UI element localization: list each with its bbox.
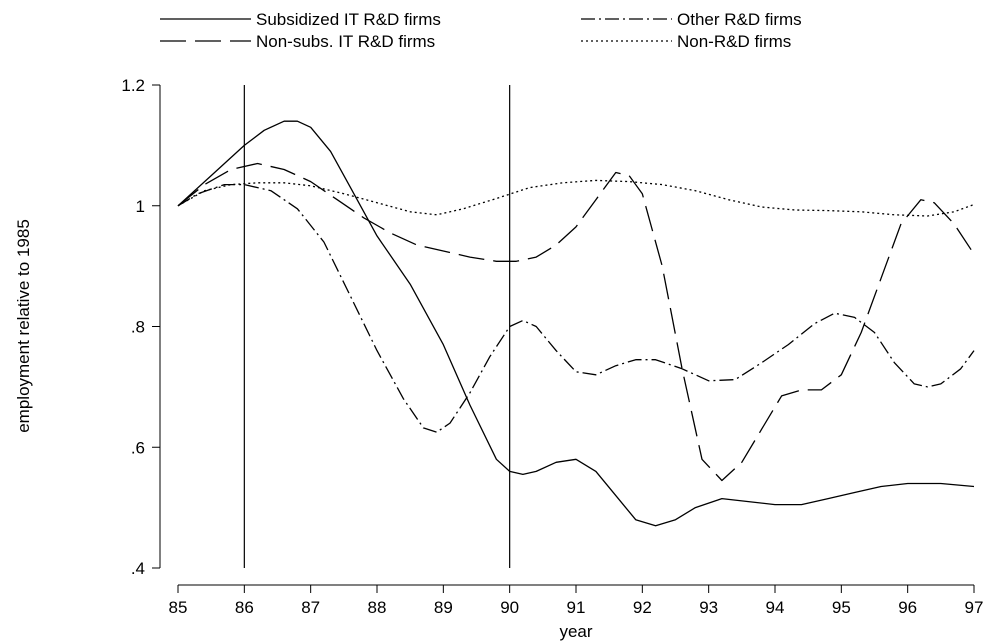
legend-label-subsidized: Subsidized IT R&D firms — [256, 10, 441, 29]
y-axis-title: employment relative to 1985 — [14, 219, 33, 433]
x-tick-label: 89 — [434, 598, 453, 617]
legend-item-other: Other R&D firms — [581, 10, 802, 29]
x-tick-label: 97 — [965, 598, 984, 617]
x-tick-label: 92 — [633, 598, 652, 617]
reference-lines — [243, 85, 511, 568]
y-tick-label: 1.2 — [121, 76, 145, 95]
x-tick-label: 90 — [500, 598, 519, 617]
series-line-4 — [177, 179, 975, 217]
x-tick-label: 85 — [169, 598, 188, 617]
x-tick-label: 87 — [301, 598, 320, 617]
y-tick-label: 1 — [136, 197, 145, 216]
legend-item-nonrd: Non-R&D firms — [581, 32, 791, 51]
x-ticks: 85 86 87 88 89 90 91 92 93 94 95 96 97 — [169, 585, 984, 617]
series-line-2 — [177, 162, 975, 482]
legend-label-nonrd: Non-R&D firms — [677, 32, 791, 51]
series-line-3 — [177, 183, 975, 433]
series-line-1 — [177, 120, 975, 527]
x-tick-label: 96 — [898, 598, 917, 617]
axes: .4 .6 .8 1 1.2 85 86 87 88 89 90 91 92 93 94 95 96 97 ye… — [14, 76, 983, 641]
x-tick-label: 86 — [235, 598, 254, 617]
x-tick-label: 94 — [766, 598, 785, 617]
legend-label-other: Other R&D firms — [677, 10, 802, 29]
x-axis-title: year — [559, 622, 592, 641]
x-tick-label: 88 — [368, 598, 387, 617]
legend-label-nonsubs: Non-subs. IT R&D firms — [256, 32, 435, 51]
y-tick-label: .8 — [131, 318, 145, 337]
y-ticks: .4 .6 .8 1 1.2 — [121, 76, 160, 578]
x-tick-label: 93 — [699, 598, 718, 617]
legend-item-subsidized: Subsidized IT R&D firms — [160, 10, 441, 29]
legend-item-nonsubs: Non-subs. IT R&D firms — [160, 32, 435, 51]
y-tick-label: .6 — [131, 438, 145, 457]
legend: Subsidized IT R&D firms Non-subs. IT R&D… — [160, 10, 802, 51]
y-tick-label: .4 — [131, 559, 145, 578]
x-tick-label: 95 — [832, 598, 851, 617]
x-tick-label: 91 — [567, 598, 586, 617]
plot-lines — [177, 120, 975, 527]
